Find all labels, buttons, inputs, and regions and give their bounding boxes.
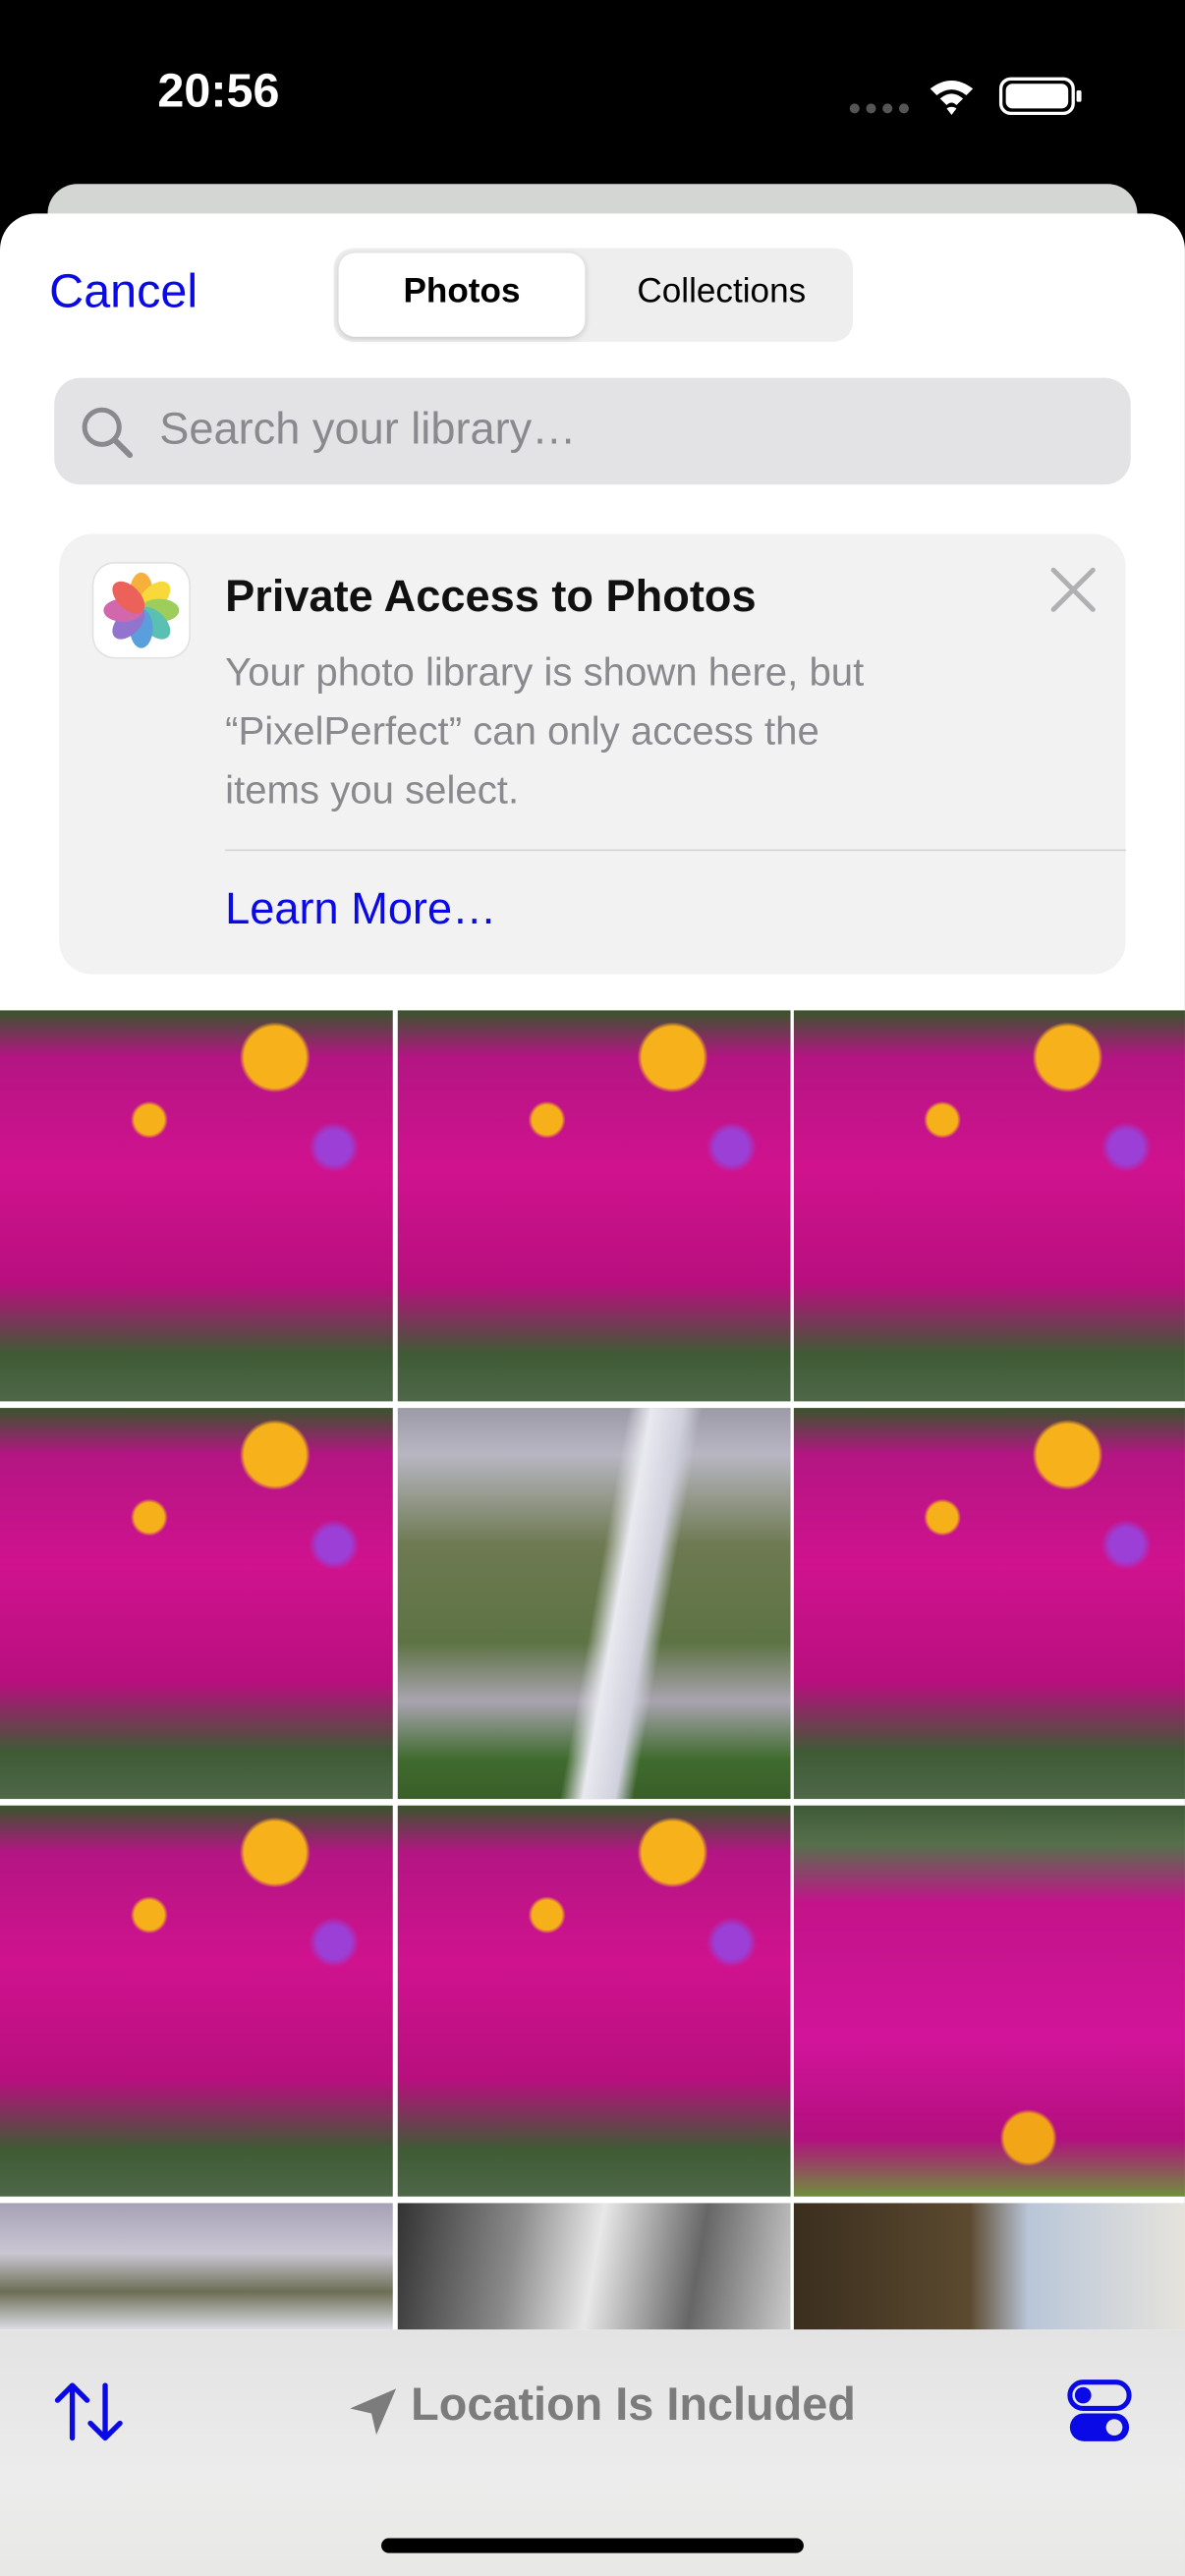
close-button[interactable] xyxy=(1048,565,1098,614)
photo-thumbnail[interactable] xyxy=(0,1408,393,1800)
photo-thumbnail[interactable] xyxy=(0,1805,393,2197)
search-bar[interactable] xyxy=(54,377,1131,485)
card-title: Private Access to Photos xyxy=(225,571,757,622)
photo-thumbnail[interactable] xyxy=(397,1408,791,1800)
status-icons xyxy=(849,77,1082,116)
photo-thumbnail[interactable] xyxy=(0,1010,393,1402)
photo-thumbnail[interactable] xyxy=(793,1010,1185,1402)
home-indicator xyxy=(381,2538,804,2553)
collections-tab[interactable]: Collections xyxy=(637,272,807,311)
photo-thumbnail[interactable] xyxy=(793,1408,1185,1800)
status-time: 20:56 xyxy=(157,65,280,119)
photos-tab[interactable]: Photos xyxy=(403,272,521,311)
card-body-line: Your photo library is shown here, but xyxy=(225,650,865,696)
cancel-button[interactable]: Cancel xyxy=(49,265,198,319)
photo-thumbnail[interactable] xyxy=(0,2203,393,2330)
divider xyxy=(225,849,1126,852)
photo-thumbnail[interactable] xyxy=(793,2203,1185,2330)
photo-thumbnail[interactable] xyxy=(793,1805,1185,2197)
photos-flower xyxy=(103,572,180,648)
photo-thumbnail[interactable] xyxy=(397,1805,791,2197)
card-body-line: “PixelPerfect” can only access the xyxy=(225,709,819,755)
selected-segment xyxy=(338,252,586,337)
photo-thumbnail[interactable] xyxy=(397,1010,791,1402)
search-placeholder: Search your library… xyxy=(159,404,577,454)
bottom-toolbar xyxy=(0,2329,1185,2576)
sort-button[interactable] xyxy=(54,2379,123,2444)
notice-card xyxy=(59,533,1126,975)
card-body-line: items you select. xyxy=(225,768,520,813)
learn-more-link[interactable]: Learn More… xyxy=(225,883,497,933)
location-label[interactable]: Location Is Included xyxy=(411,2379,856,2431)
options-button[interactable] xyxy=(1067,2379,1133,2444)
search-icon xyxy=(82,407,134,459)
location-icon xyxy=(350,2388,397,2436)
photos-app-icon xyxy=(93,563,190,657)
photo-thumbnail[interactable] xyxy=(397,2203,791,2330)
